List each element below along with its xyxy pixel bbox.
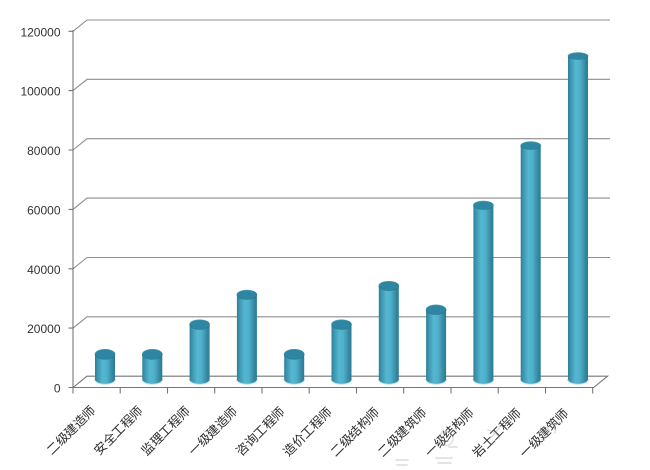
svg-text:80000: 80000 bbox=[27, 144, 61, 158]
svg-text:120000: 120000 bbox=[20, 25, 60, 39]
svg-text:20000: 20000 bbox=[27, 322, 61, 336]
svg-text:40000: 40000 bbox=[27, 263, 61, 277]
svg-text:0: 0 bbox=[54, 382, 61, 396]
svg-text:60000: 60000 bbox=[27, 203, 61, 217]
svg-text:100000: 100000 bbox=[20, 85, 60, 99]
